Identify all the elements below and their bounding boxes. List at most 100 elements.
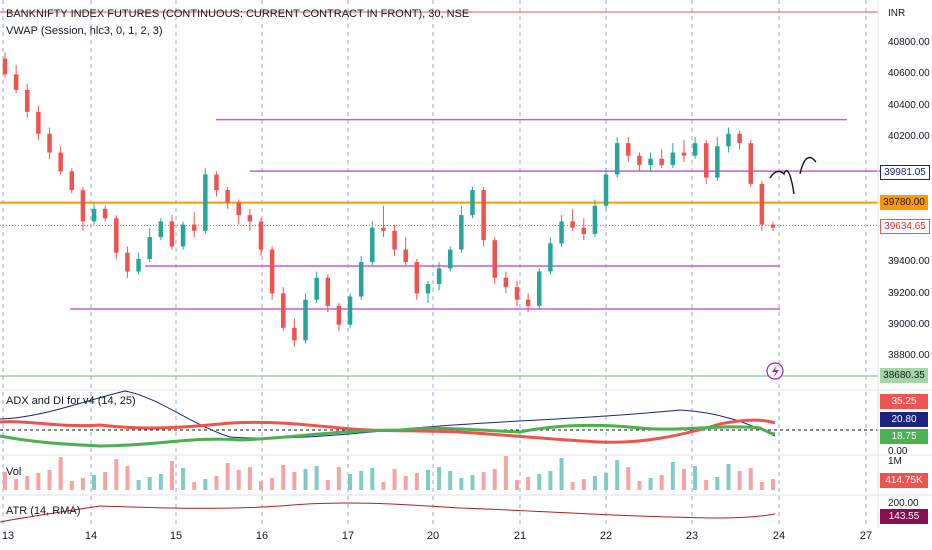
volume-bar (125, 466, 130, 490)
candle (715, 146, 720, 178)
candle (347, 296, 353, 325)
adx-line (0, 390, 776, 439)
volume-bar (147, 477, 152, 490)
volume-bar (214, 476, 219, 490)
candle (603, 174, 609, 206)
candle (681, 152, 687, 156)
volume-bar (303, 469, 308, 490)
candle (592, 205, 598, 234)
candle (503, 277, 509, 288)
horizontal-levels (0, 11, 880, 377)
volume-bar (3, 472, 7, 490)
volume-bar (359, 471, 364, 490)
atr-title[interactable]: ATR (14, RMA) (6, 505, 81, 517)
lightning-glyph (772, 365, 779, 378)
atr-line (0, 502, 776, 523)
volume-bar (203, 479, 208, 490)
candle (381, 227, 386, 231)
volume-bar (169, 461, 174, 490)
candle (459, 215, 464, 250)
price-badge: 39780.00 (880, 195, 928, 210)
volume-bar (136, 480, 141, 490)
price-badge: 39981.05 (880, 165, 930, 180)
volume-bar (392, 469, 397, 490)
vol-badge: 414.75K (880, 473, 928, 488)
candle (537, 271, 542, 306)
candle (80, 190, 86, 222)
adx-title[interactable]: ADX and DI for v4 (14, 25) (6, 395, 136, 407)
candle (147, 237, 152, 259)
candle (470, 190, 475, 216)
volume-bar (626, 467, 631, 490)
adx-badge-minus: 18.75 (880, 429, 928, 444)
volume-bar (69, 481, 74, 490)
volume-bar (637, 481, 642, 490)
volume-bar (403, 476, 408, 490)
candle (303, 299, 308, 341)
candles-group (2, 52, 776, 347)
volume-bar (693, 466, 698, 490)
volume-bar (158, 474, 163, 490)
volume-bar (92, 475, 97, 490)
date-tick-label: 17 (341, 530, 355, 542)
volume-bar (581, 479, 586, 490)
candle (169, 221, 175, 247)
candle (13, 74, 19, 90)
candle (425, 284, 431, 294)
volume-bar (615, 460, 620, 490)
volume-bar (537, 474, 542, 490)
adx-axis-label: 0.00 (888, 446, 908, 457)
currency-label[interactable]: INR (888, 8, 906, 19)
candle (370, 227, 375, 263)
volume-bar (114, 459, 119, 490)
vwap-label: VWAP (Session, hlc3, 0, 1, 2, 3) (6, 25, 163, 37)
candle (570, 221, 575, 228)
candle (581, 227, 587, 234)
candle (726, 133, 731, 147)
volume-bar (292, 472, 297, 490)
candle (414, 262, 420, 294)
volume-bar (225, 463, 230, 490)
volume-bar (381, 482, 386, 490)
candle (214, 174, 219, 191)
candle (358, 262, 364, 297)
candle (481, 190, 486, 241)
volume-bar (492, 469, 497, 490)
date-tick-label: 24 (772, 530, 786, 542)
candle (258, 221, 264, 250)
date-tick-label: 22 (599, 530, 613, 542)
volume-bar (47, 470, 52, 490)
date-tick-label: 20 (426, 530, 440, 542)
volume-bar (36, 473, 41, 490)
candle (548, 243, 553, 272)
volume-bar (648, 478, 653, 490)
candle (236, 202, 241, 216)
volume-bar (681, 469, 686, 490)
candle (703, 143, 709, 178)
atr-axis-label: 200.00 (888, 498, 919, 509)
candle (58, 152, 63, 172)
sketch-annotation (769, 156, 817, 195)
candle (292, 327, 297, 341)
date-tick-label: 14 (84, 530, 98, 542)
volume-bar (737, 471, 742, 490)
annotations (766, 156, 817, 380)
vol-title[interactable]: Vol (6, 466, 22, 478)
volume-bar (58, 457, 63, 490)
candle (325, 277, 331, 306)
chart-title: BANKNIFTY INDEX FUTURES (CONTINUOUS: CUR… (6, 8, 470, 20)
adx-pane (0, 390, 878, 448)
volume-bar (570, 482, 575, 490)
candle (203, 174, 208, 231)
volume-bar (715, 477, 720, 490)
volume-bar (481, 472, 486, 490)
candle (269, 249, 275, 294)
candle (614, 143, 620, 175)
price-tick-label: 40200.00 (888, 131, 930, 142)
volume-bar (670, 462, 675, 490)
candle (314, 277, 319, 300)
volume-bar (281, 465, 286, 490)
price-tick-label: 40600.00 (888, 68, 930, 79)
candle (759, 183, 765, 225)
